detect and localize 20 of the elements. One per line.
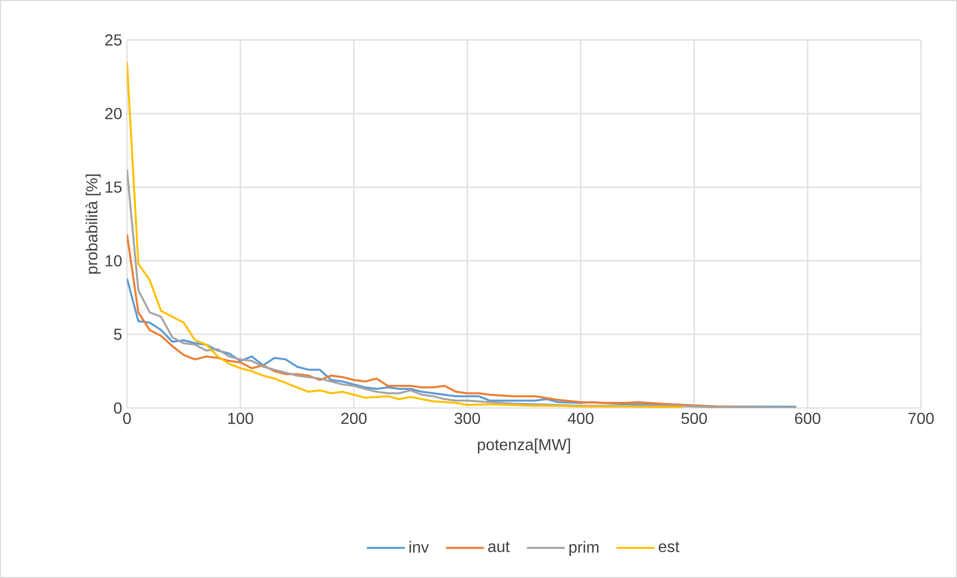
legend-label: inv [410,541,429,553]
x-axis-title: potenza[MW] [478,438,570,454]
legend-label: aut [488,542,510,552]
y-tick-label: 15 [106,182,122,193]
legend-label: est [658,542,680,552]
x-tick-label: 300 [454,412,480,424]
x-tick-label: 200 [341,412,367,424]
x-tick-label: 500 [681,412,707,424]
x-tick-label: 400 [568,412,594,424]
x-tick-label: 0 [123,412,131,424]
legend-label: prim [569,541,598,556]
y-tick-label: 25 [105,34,122,46]
y-tick-label: 20 [105,108,122,120]
x-tick-label: 700 [908,412,934,424]
x-tick-label: 600 [795,412,820,424]
y-tick-label: 0 [114,402,122,414]
y-tick-label: 5 [114,328,122,340]
y-axis-title: probabilità [%] [86,174,101,274]
y-tick-label: 10 [106,255,122,266]
x-tick-label: 100 [228,412,254,424]
